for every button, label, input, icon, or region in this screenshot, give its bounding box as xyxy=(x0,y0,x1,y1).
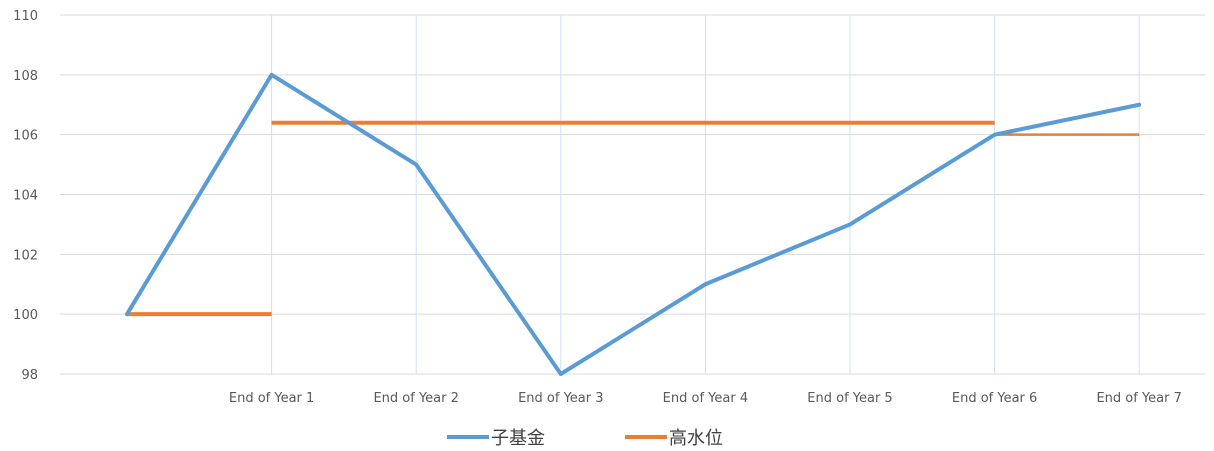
y-tick-label: 100 xyxy=(13,308,38,323)
y-tick-label: 108 xyxy=(13,69,38,84)
y-axis-tick-labels: 98 100 102 104 106 108 110 xyxy=(13,9,38,383)
x-tick-label: End of Year 1 xyxy=(229,391,314,406)
y-tick-label: 104 xyxy=(13,189,38,204)
y-tick-label: 106 xyxy=(13,129,38,144)
legend-label: 子基金 xyxy=(491,428,545,449)
y-tick-label: 110 xyxy=(13,9,38,24)
x-axis-tick-labels: End of Year 1 End of Year 2 End of Year 3 E… xyxy=(229,391,1182,406)
high-water-mark-series xyxy=(127,120,1140,317)
x-tick-label: End of Year 5 xyxy=(807,391,892,406)
fund-series xyxy=(125,72,1142,376)
x-tick-label: End of Year 2 xyxy=(373,391,458,406)
x-tick-label: End of Year 3 xyxy=(518,391,603,406)
fund-series-line xyxy=(125,72,1142,376)
y-tick-label: 102 xyxy=(13,248,38,263)
y-tick-label: 98 xyxy=(21,368,38,383)
vertical-gridlines xyxy=(271,15,1140,374)
x-tick-label: End of Year 6 xyxy=(952,391,1037,406)
x-tick-label: End of Year 4 xyxy=(663,391,748,406)
horizontal-gridlines xyxy=(60,14,1205,375)
legend-label: 高水位 xyxy=(669,428,723,449)
legend: 子基金 高水位 xyxy=(447,428,723,449)
x-tick-label: End of Year 7 xyxy=(1096,391,1181,406)
